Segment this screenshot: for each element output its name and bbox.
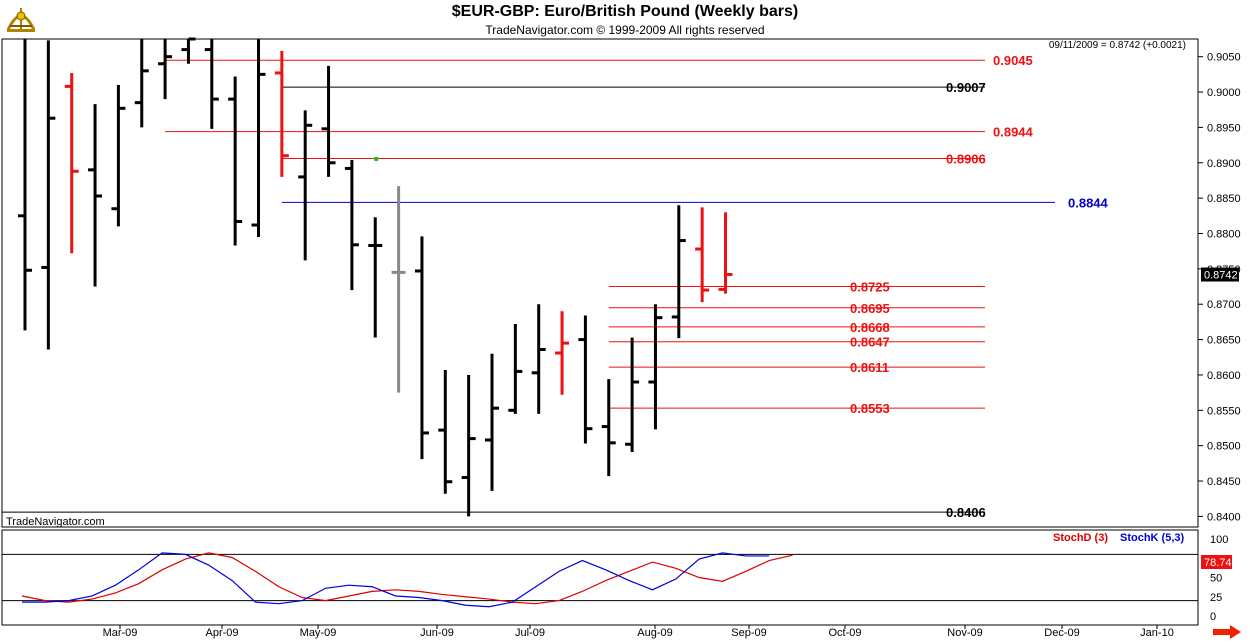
ohlc-bar: [41, 40, 56, 350]
level-label: 0.8906: [946, 152, 986, 167]
price-panel: [1, 38, 1199, 528]
stochd-line: [21, 552, 793, 605]
ohlc-bar: [181, 37, 196, 64]
x-tick-label: May-09: [300, 627, 337, 639]
last-price-text: 0.8742: [1204, 270, 1238, 282]
ohlc-bar: [18, 39, 32, 331]
level-label: 0.8944: [993, 125, 1034, 140]
y-tick-label: 0.8500: [1207, 441, 1241, 453]
ohlc-bar: [414, 236, 429, 460]
ohlc-bar: [508, 324, 523, 414]
level-label: 0.8611: [850, 360, 889, 375]
level-label: 0.8647: [850, 335, 890, 350]
ohlc-bar: [64, 72, 79, 254]
x-tick-label: Jan-10: [1140, 627, 1174, 639]
level-label: 0.8406: [946, 505, 986, 520]
y-tick-label: 0.8850: [1207, 193, 1241, 205]
x-tick-label: Nov-09: [947, 627, 982, 639]
stoch-y-tick-label: 50: [1210, 573, 1222, 585]
x-tick-label: Jul-09: [515, 627, 545, 639]
y-tick-label: 0.8950: [1207, 122, 1241, 134]
ohlc-bar: [601, 379, 616, 477]
x-tick-label: Jun-09: [420, 627, 454, 639]
x-tick-label: Dec-09: [1044, 627, 1079, 639]
level-label: 0.8553: [850, 401, 890, 416]
ohlc-bar: [228, 76, 243, 246]
x-tick-label: Oct-09: [828, 627, 861, 639]
y-tick-label: 0.9000: [1207, 87, 1241, 99]
y-tick-label: 0.8800: [1207, 228, 1241, 240]
ohlc-bar: [298, 110, 313, 261]
y-tick-label: 0.8600: [1207, 370, 1241, 382]
level-label: 0.8844: [1068, 195, 1109, 210]
y-tick-label: 0.8700: [1207, 299, 1241, 311]
ohlc-bar: [695, 207, 710, 303]
ohlc-bar: [88, 104, 103, 287]
x-tick-label: Sep-09: [731, 627, 766, 639]
last-price-badge: [1201, 267, 1239, 282]
y-tick-label: 0.8900: [1207, 158, 1241, 170]
ohlc-bar: [648, 304, 663, 430]
ohlc-bar: [438, 369, 453, 494]
stoch-badge-text: 78.74: [1204, 557, 1232, 569]
x-tick-label: Aug-09: [637, 627, 672, 639]
ohlc-bar: [625, 337, 640, 453]
ohlc-bar: [555, 311, 570, 395]
stoch-badge: [1201, 555, 1232, 569]
stoch-y-tick-label: 25: [1210, 592, 1222, 604]
y-tick-label: 0.8650: [1207, 335, 1241, 347]
signal-marker: [374, 156, 379, 161]
level-label: 0.8668: [850, 320, 890, 335]
stochastic-panel: [1, 529, 1199, 626]
ohlc-bar: [251, 39, 266, 238]
y-tick-label: 0.8450: [1207, 476, 1241, 488]
sextant-logo-icon[interactable]: [4, 4, 38, 34]
ohlc-bar: [391, 186, 406, 393]
brand-label: TradeNavigator.com: [6, 516, 105, 528]
stoch-y-tick-label: 100: [1210, 534, 1228, 546]
ohlc-bar: [134, 39, 149, 128]
stoch-y-tick-label: 0: [1210, 611, 1216, 623]
right-arrow-icon[interactable]: [1212, 624, 1242, 640]
ohlc-bar: [321, 65, 336, 177]
y-tick-label: 0.8550: [1207, 405, 1241, 417]
ohlc-bar: [461, 374, 476, 517]
ohlc-bar: [485, 353, 499, 491]
ohlc-bar: [204, 39, 219, 129]
level-label: 0.9007: [946, 80, 986, 95]
level-label: 0.9045: [993, 53, 1033, 68]
x-tick-label: Apr-09: [205, 627, 238, 639]
ohlc-bar: [578, 315, 593, 444]
y-tick-label: 0.9050: [1207, 52, 1241, 64]
ohlc-bar: [158, 39, 173, 100]
y-tick-label: 0.8400: [1207, 511, 1241, 523]
stochk-line: [22, 552, 770, 608]
ohlc-bar: [344, 159, 359, 291]
level-label: 0.8695: [850, 301, 890, 316]
x-tick-label: Mar-09: [103, 627, 138, 639]
ohlc-bar: [274, 51, 289, 177]
quote-readout: 09/11/2009 = 0.8742 (+0.0021): [1049, 40, 1186, 51]
chart-title: $EUR-GBP: Euro/British Pound (Weekly bar…: [451, 3, 799, 20]
ohlc-bar: [671, 205, 686, 339]
stochd-legend: StochD (3): [1053, 532, 1108, 544]
ohlc-bar: [111, 84, 126, 227]
ohlc-bar: [718, 212, 733, 294]
chart-subtitle: TradeNavigator.com © 1999-2009 All right…: [485, 23, 765, 37]
ohlc-bar: [531, 304, 546, 414]
ohlc-bar: [368, 217, 383, 338]
level-label: 0.8725: [850, 280, 890, 295]
stochk-legend: StochK (5,3): [1120, 532, 1185, 544]
